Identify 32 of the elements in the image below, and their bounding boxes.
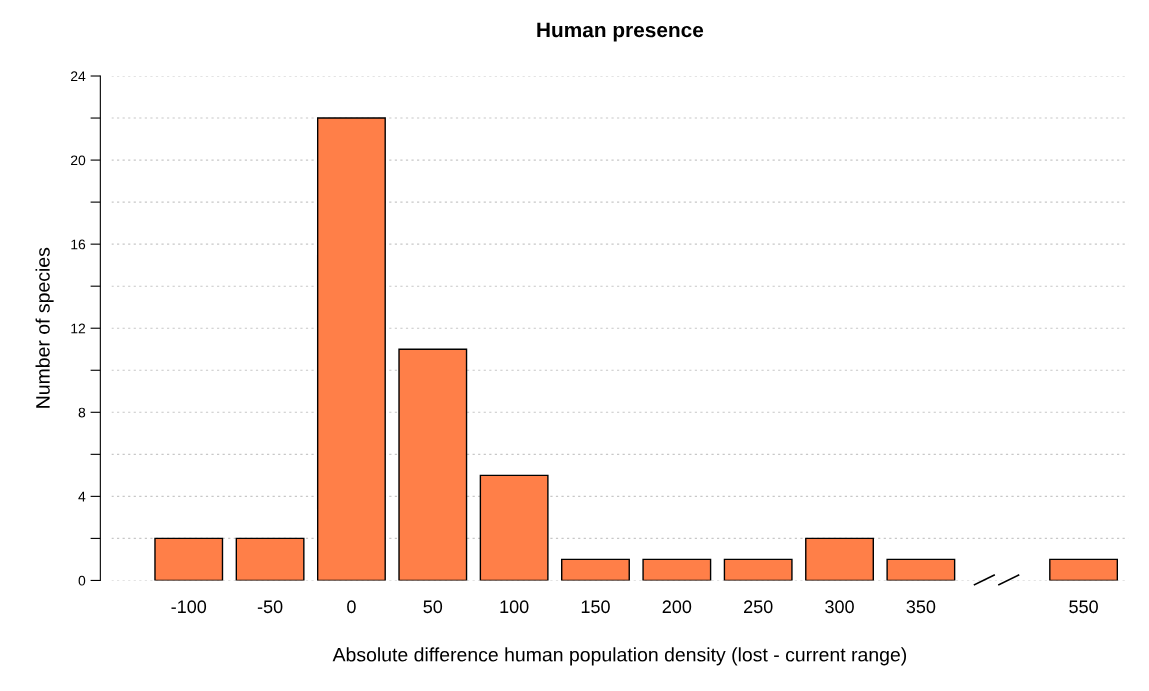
bar: [479, 474, 549, 581]
chart-title: Human presence: [537, 22, 704, 42]
x-tick-label: 150: [581, 600, 610, 614]
y-tick-label: 20: [71, 155, 86, 166]
bar: [398, 348, 468, 581]
x-tick-label: 200: [662, 600, 692, 614]
x-tick-label: 550: [1069, 600, 1098, 614]
bar: [642, 558, 712, 581]
x-tick-label: 350: [906, 600, 936, 614]
bar: [886, 558, 956, 581]
x-tick-label: -50: [257, 600, 283, 614]
x-tick-label: 100: [500, 600, 529, 614]
bar: [1049, 558, 1119, 581]
y-tick-label: 16: [71, 239, 86, 250]
y-tick-label: 12: [71, 323, 86, 334]
bar: [805, 537, 874, 581]
x-tick-label: -100: [171, 600, 207, 614]
y-tick-label: 8: [78, 407, 86, 418]
y-tick-label: 0: [78, 575, 86, 586]
y-axis-title: Number of species: [35, 247, 54, 408]
bar: [561, 558, 630, 581]
bar: [235, 537, 305, 581]
x-tick-label: 250: [744, 600, 773, 614]
x-tick-label: 300: [825, 600, 854, 614]
x-axis-title: Absolute difference human population density (lost - current range): [332, 647, 907, 666]
y-tick-label: 24: [71, 71, 86, 82]
x-tick-label: 50: [423, 600, 443, 614]
bar: [316, 117, 386, 581]
bar: [723, 558, 793, 581]
y-tick-label: 4: [78, 491, 86, 502]
x-tick-label: 0: [347, 600, 356, 614]
bar: [154, 537, 224, 581]
